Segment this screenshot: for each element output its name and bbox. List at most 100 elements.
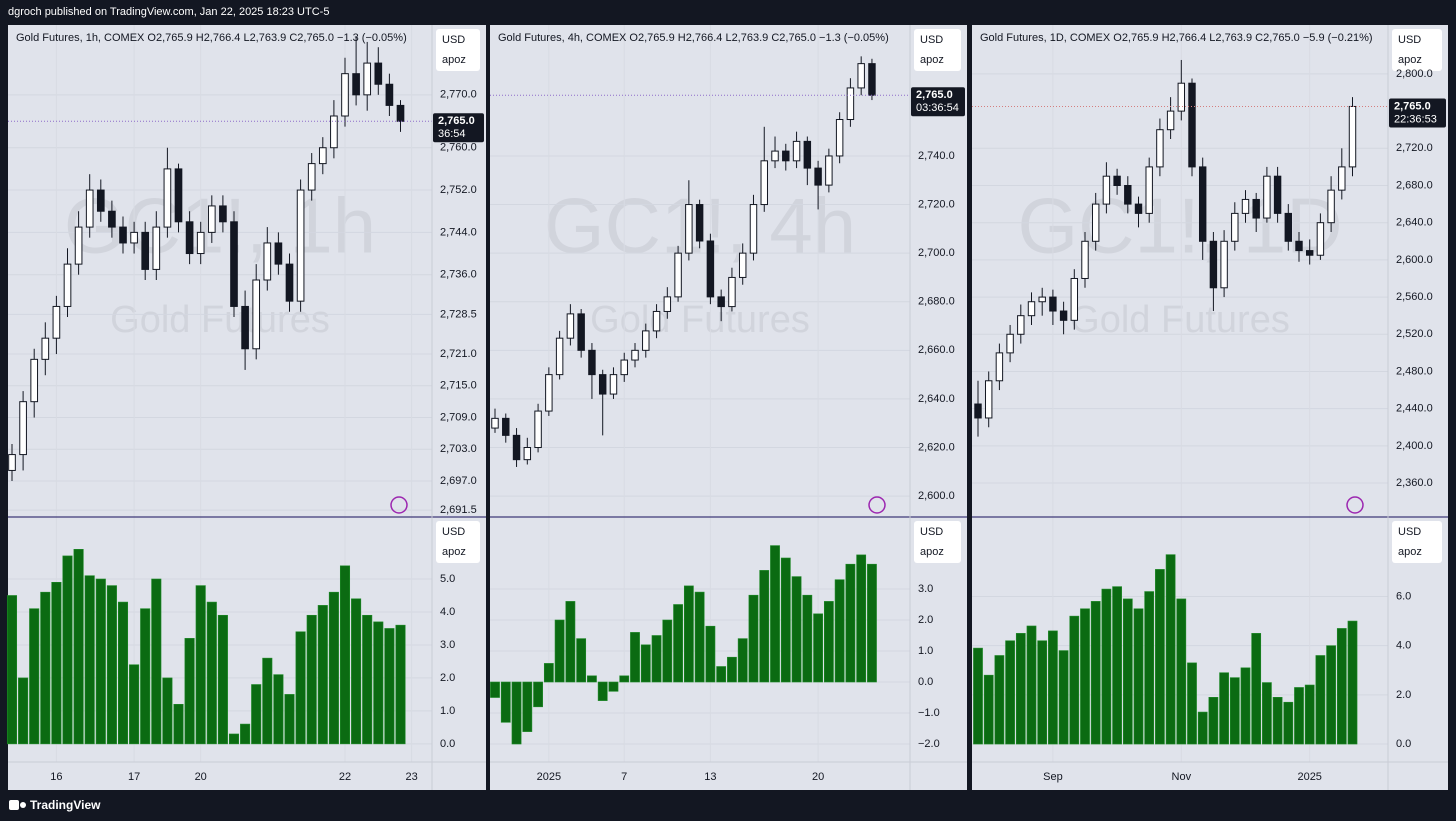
histogram-bar bbox=[619, 675, 630, 683]
candle-body bbox=[1316, 222, 1325, 256]
candle-body bbox=[307, 163, 316, 191]
y-tick-label: 2,640.0 bbox=[918, 393, 955, 405]
histogram-bar bbox=[1251, 633, 1262, 745]
histogram-bar bbox=[630, 632, 640, 683]
histogram-bar bbox=[273, 674, 284, 745]
y-tick-label: 2,709.0 bbox=[440, 411, 477, 423]
candle-body bbox=[318, 147, 327, 165]
candle-body bbox=[252, 279, 261, 350]
y-tick-label: 2,600.0 bbox=[1396, 254, 1433, 266]
histogram-bar bbox=[1283, 701, 1294, 745]
histogram-bar bbox=[511, 681, 522, 745]
candle-body bbox=[1027, 301, 1036, 317]
y-tick-label: 3.0 bbox=[918, 583, 933, 595]
candle-body bbox=[274, 242, 283, 265]
scale-box bbox=[436, 29, 480, 71]
histogram-bar bbox=[994, 655, 1005, 745]
histogram-bar bbox=[240, 723, 251, 745]
last-price-label: 2,765.0 bbox=[438, 115, 475, 127]
candle-body bbox=[1305, 250, 1314, 256]
histogram-bar bbox=[228, 733, 240, 745]
histogram-bar bbox=[856, 554, 867, 683]
histogram-bar bbox=[737, 638, 748, 683]
candle-body bbox=[52, 305, 61, 339]
histogram-bar bbox=[673, 604, 683, 683]
candle-body bbox=[974, 403, 982, 419]
histogram-bar bbox=[306, 614, 317, 745]
histogram-bar bbox=[295, 631, 306, 745]
y-tick-label: −1.0 bbox=[918, 707, 940, 719]
histogram-bar bbox=[1112, 586, 1122, 745]
y-tick-label: 0.0 bbox=[918, 676, 933, 688]
histogram-bar bbox=[1272, 697, 1283, 745]
event-icon[interactable] bbox=[868, 496, 886, 514]
watermark-sub: Gold Futures bbox=[110, 299, 330, 341]
candle-body bbox=[749, 204, 758, 254]
candle-body bbox=[1113, 175, 1121, 186]
histogram-bar bbox=[195, 585, 206, 745]
y-tick-label: 2,715.0 bbox=[440, 380, 477, 392]
candle-body bbox=[1231, 212, 1239, 242]
histogram-bar bbox=[834, 579, 845, 683]
candle-body bbox=[642, 330, 650, 351]
histogram-bar bbox=[791, 576, 802, 683]
histogram-bar bbox=[362, 614, 373, 745]
candle-body bbox=[1252, 198, 1260, 219]
scale-box bbox=[914, 521, 961, 563]
legend: Gold Futures, 1D, COMEX O2,765.9 H2,766.… bbox=[980, 32, 1373, 44]
candle-body bbox=[119, 226, 127, 244]
scale-label: apoz bbox=[920, 54, 944, 66]
candle-body bbox=[620, 359, 628, 376]
histogram-bar bbox=[1015, 633, 1026, 745]
y-tick-label: 2,720.0 bbox=[1396, 142, 1433, 154]
candle-body bbox=[352, 73, 360, 96]
x-tick-label: 17 bbox=[128, 771, 140, 783]
event-icon[interactable] bbox=[1346, 496, 1364, 514]
histogram-bar bbox=[6, 595, 18, 745]
histogram-bar bbox=[1048, 630, 1058, 745]
histogram-bar bbox=[500, 681, 511, 723]
y-tick-label: 2,480.0 bbox=[1396, 365, 1433, 377]
candle-body bbox=[1070, 277, 1079, 321]
x-tick-label: 13 bbox=[704, 771, 716, 783]
candle-body bbox=[1145, 166, 1153, 214]
histogram-bar bbox=[1347, 620, 1358, 745]
histogram-bar bbox=[1037, 640, 1048, 745]
candle-body bbox=[130, 231, 138, 244]
event-icon[interactable] bbox=[390, 496, 408, 514]
histogram-bar bbox=[1304, 684, 1315, 745]
candle-body bbox=[1327, 189, 1335, 224]
candle-body bbox=[1038, 296, 1046, 303]
x-tick-label: 20 bbox=[812, 771, 824, 783]
last-price-label: 2,765.0 bbox=[1394, 100, 1431, 112]
candle-body bbox=[760, 160, 768, 206]
y-tick-label: 2,640.0 bbox=[1396, 217, 1433, 229]
histogram-bar bbox=[983, 674, 994, 745]
x-tick-label: 22 bbox=[339, 771, 351, 783]
y-tick-label: 2,760.0 bbox=[440, 142, 477, 154]
y-tick-label: 2,440.0 bbox=[1396, 403, 1433, 415]
candle-body bbox=[8, 454, 16, 471]
legend: Gold Futures, 1h, COMEX O2,765.9 H2,766.… bbox=[16, 32, 407, 44]
y-tick-label: 2,660.0 bbox=[918, 344, 955, 356]
histogram-bar bbox=[608, 681, 619, 692]
histogram-bar bbox=[705, 625, 716, 683]
histogram-bar bbox=[759, 570, 770, 683]
candle-body bbox=[1166, 110, 1175, 131]
histogram-bar bbox=[533, 681, 543, 708]
candle-body bbox=[108, 210, 116, 228]
histogram-bar bbox=[1315, 655, 1326, 745]
histogram-bar bbox=[339, 565, 351, 745]
last-price-label: 2,765.0 bbox=[916, 89, 953, 101]
last-price-box bbox=[911, 87, 965, 117]
header-text: dgroch published on TradingView.com, Jan… bbox=[8, 6, 329, 18]
histogram-bar bbox=[328, 591, 339, 745]
candle-body bbox=[782, 150, 790, 162]
candle-body bbox=[1006, 333, 1014, 354]
histogram-bar bbox=[1058, 650, 1069, 745]
candle-body bbox=[1017, 315, 1025, 335]
histogram-bar bbox=[1336, 628, 1347, 745]
y-tick-label: 2,740.0 bbox=[918, 150, 955, 162]
candle-body bbox=[685, 204, 693, 254]
